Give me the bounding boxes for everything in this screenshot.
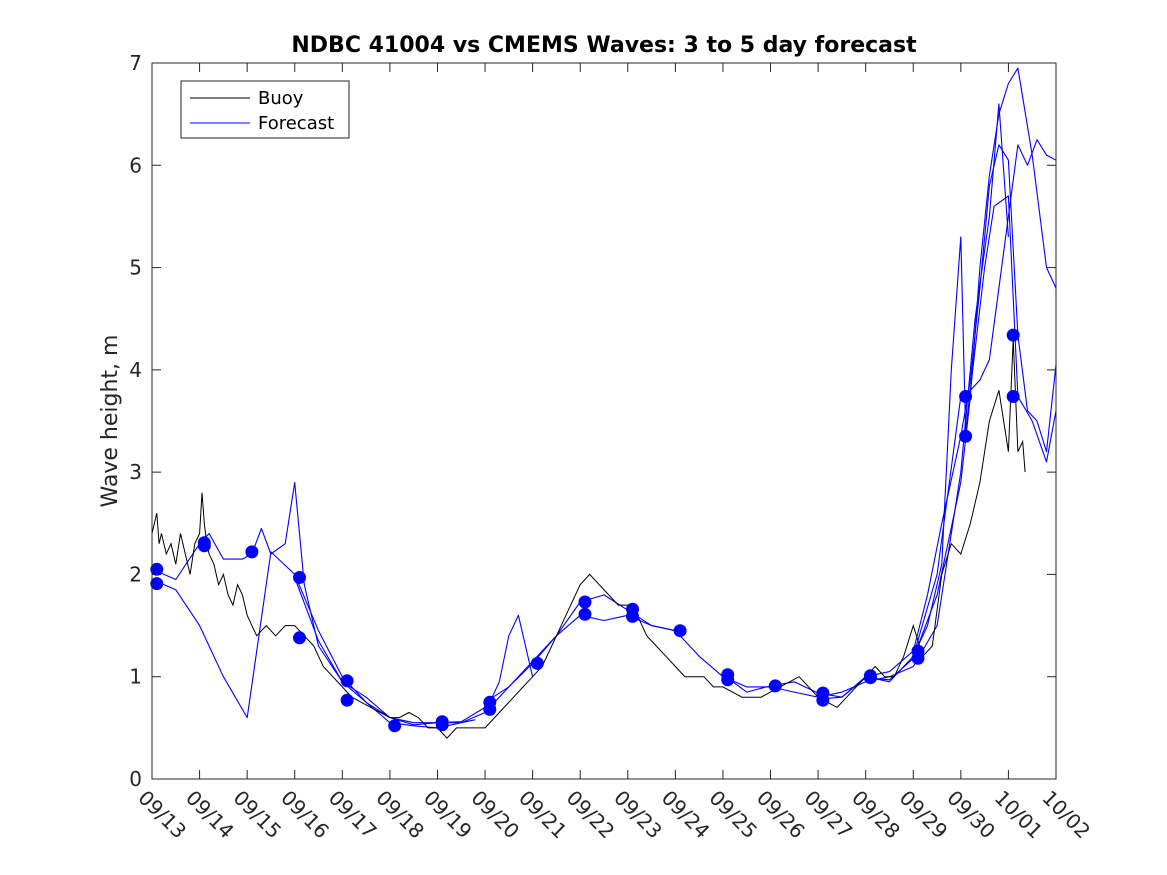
legend: Buoy Forecast [180,80,350,139]
y-axis-ticks: 0 1 2 3 4 5 6 7 [129,51,1056,791]
forecast-marker [340,674,354,688]
y-tick-label: 2 [129,562,142,586]
plot-frame [151,62,1057,780]
buoy-line [151,339,1026,739]
forecast-marker [150,577,164,591]
forecast-marker [293,571,306,584]
forecast-marker [150,562,164,576]
y-tick-label: 7 [129,51,142,75]
forecast-marker [578,607,592,621]
y-axis-label: Wave height, m [98,335,123,508]
y-tick-label: 0 [129,767,142,791]
forecast-line [151,481,476,724]
forecast-marker [1006,390,1020,403]
y-tick-label: 3 [129,460,142,484]
forecast-marker [483,702,497,716]
forecast-marker [293,631,306,645]
forecast-line [722,67,1057,698]
plot-area [152,63,1056,779]
y-tick-label: 4 [129,358,142,382]
forecast-marker [673,624,687,638]
marker-layer [150,328,1020,733]
forecast-marker [530,656,544,670]
chart-title: NDBC 41004 vs CMEMS Waves: 3 to 5 day fo… [291,33,917,58]
forecast-marker [1006,328,1020,342]
forecast-marker [959,390,973,403]
forecast-line [818,144,1057,700]
forecast-marker [340,693,354,707]
forecast-line [151,551,534,726]
forecast-marker [197,539,211,553]
forecast-marker [816,693,830,707]
legend-forecast-label: Forecast [258,113,334,134]
legend-buoy-label: Buoy [258,88,304,109]
forecast-marker [388,719,402,733]
y-tick-label: 6 [129,153,142,177]
forecast-marker [959,429,973,443]
forecast-marker [721,673,735,687]
series-layer [151,67,1057,739]
forecast-line [865,139,1057,683]
forecast-line [912,195,1057,657]
forecast-marker [578,595,592,609]
forecast-marker [911,651,925,665]
forecast-marker [435,718,449,732]
legend-box [180,80,350,139]
y-tick-label: 1 [129,665,142,689]
forecast-marker [863,671,877,685]
forecast-marker [245,545,259,559]
forecast-marker [768,679,782,693]
y-tick-label: 5 [129,256,142,280]
forecast-marker [626,609,639,623]
